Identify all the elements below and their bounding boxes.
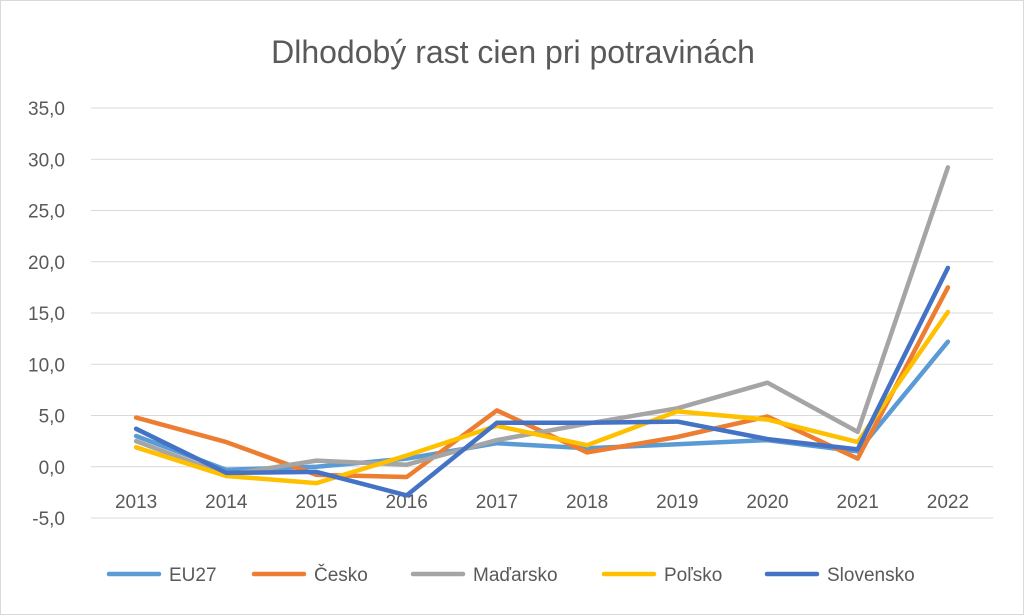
legend-item: Maďarsko — [410, 565, 558, 586]
legend-label: EU27 — [169, 565, 217, 586]
series-lines — [133, 165, 951, 498]
x-axis-ticks: 2013 2014 2015 2016 2017 2018 2019 2020 2021 2022 — [115, 492, 969, 513]
x-tick-label: 2019 — [656, 492, 698, 513]
x-tick-label: 2015 — [295, 492, 337, 513]
y-tick-label: 20,0 — [28, 253, 65, 274]
legend-item: EU27 — [106, 565, 217, 586]
legend-label: Poľsko — [664, 565, 722, 586]
x-tick-label: 2016 — [386, 492, 428, 513]
series-line-poľsko — [133, 309, 951, 486]
y-axis-ticks: -5,0 0,0 5,0 10,0 15,0 20,0 25,0 30,0 35,0 — [28, 99, 65, 530]
x-tick-label: 2014 — [205, 492, 248, 513]
legend-item: Slovensko — [764, 565, 915, 586]
y-tick-label: 15,0 — [28, 304, 65, 325]
gridlines — [91, 107, 993, 519]
x-tick-label: 2022 — [927, 492, 969, 513]
series-line-maďarsko — [133, 165, 951, 478]
y-tick-label: 10,0 — [28, 355, 65, 376]
y-tick-label: 25,0 — [28, 202, 65, 223]
legend-item: Poľsko — [601, 565, 722, 586]
legend-label: Slovensko — [827, 565, 915, 586]
legend-label: Česko — [314, 564, 368, 586]
y-tick-label: 5,0 — [39, 407, 65, 428]
legend: EU27 Česko Maďarsko Poľsko Slovensko — [106, 564, 915, 586]
x-tick-label: 2021 — [837, 492, 879, 513]
x-tick-label: 2017 — [476, 492, 518, 513]
series-line-slovensko — [133, 265, 951, 498]
legend-item: Česko — [251, 564, 368, 586]
series-line-eu27 — [133, 339, 951, 473]
x-tick-label: 2018 — [566, 492, 608, 513]
x-tick-label: 2013 — [115, 492, 157, 513]
y-tick-label: -5,0 — [32, 509, 65, 530]
x-tick-label: 2020 — [746, 492, 788, 513]
chart-title: Dlhodobý rast cien pri potravinách — [271, 34, 755, 70]
y-tick-label: 30,0 — [28, 150, 65, 171]
y-tick-label: 0,0 — [39, 458, 65, 479]
y-tick-label: 35,0 — [28, 99, 65, 120]
legend-label: Maďarsko — [473, 565, 558, 586]
